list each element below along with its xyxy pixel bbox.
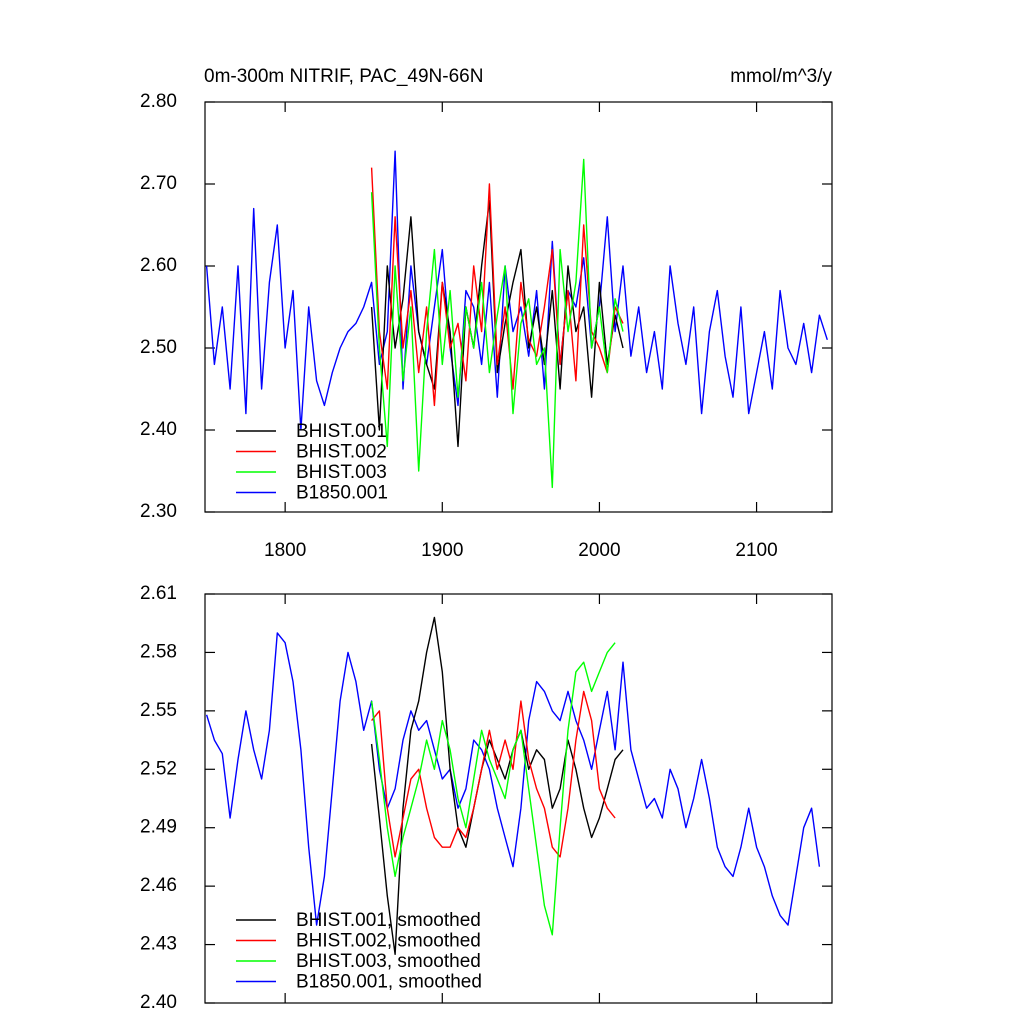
y-tick-label: 2.43 <box>140 934 177 955</box>
series-line <box>371 690 616 858</box>
legend-label: BHIST.002, smoothed <box>296 931 481 952</box>
legend-label: B1850.001, smoothed <box>296 972 482 993</box>
y-tick-label: 2.52 <box>140 758 177 779</box>
y-tick-label: 2.70 <box>140 173 177 194</box>
y-tick-label: 2.49 <box>140 817 177 838</box>
y-tick-label: 2.46 <box>140 875 177 896</box>
x-tick-label: 1800 <box>264 540 306 561</box>
series-line <box>370 199 624 448</box>
legend-label: BHIST.001, smoothed <box>296 910 481 931</box>
legend-label: BHIST.003, smoothed <box>296 951 481 972</box>
y-tick-label: 2.55 <box>140 700 177 721</box>
x-tick-label: 2100 <box>735 540 777 561</box>
y-tick-label: 2.40 <box>140 419 177 440</box>
y-tick-label: 2.60 <box>140 255 177 276</box>
y-tick-label: 2.80 <box>140 91 177 112</box>
legend-label: B1850.001 <box>296 483 388 504</box>
y-tick-label: 2.61 <box>140 583 177 604</box>
units-label: mmol/m^3/y <box>730 66 832 87</box>
x-tick-label: 2000 <box>578 540 620 561</box>
legend-label: BHIST.002 <box>296 442 387 463</box>
series-line <box>205 150 828 431</box>
series-line <box>370 167 624 407</box>
y-tick-label: 2.30 <box>140 501 177 522</box>
plot-frame <box>204 101 833 513</box>
x-tick-label: 1900 <box>421 540 463 561</box>
chart-title: 0m-300m NITRIF, PAC_49N-66N <box>204 66 483 87</box>
plot-frame <box>204 593 833 1004</box>
series-line <box>370 642 616 936</box>
y-tick-label: 2.58 <box>140 641 177 662</box>
series-line <box>370 158 624 489</box>
series-line <box>205 632 821 926</box>
legend-label: BHIST.003 <box>296 462 387 483</box>
y-tick-label: 2.50 <box>140 337 177 358</box>
y-tick-label: 2.40 <box>140 992 177 1013</box>
series-line <box>370 616 624 955</box>
legend-label: BHIST.001 <box>296 421 387 442</box>
